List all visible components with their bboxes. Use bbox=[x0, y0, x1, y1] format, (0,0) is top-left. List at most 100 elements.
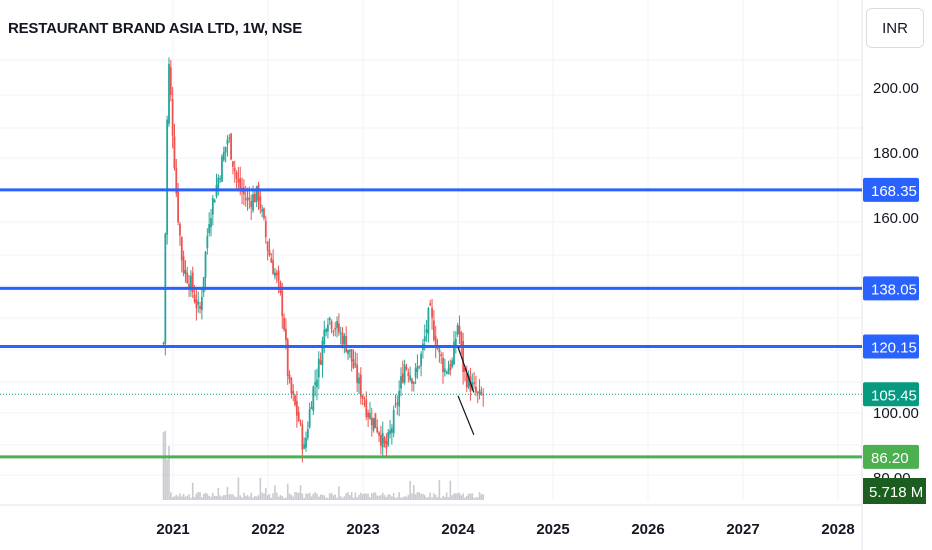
candle-body bbox=[312, 386, 315, 411]
candle-body bbox=[392, 409, 395, 434]
candle-body bbox=[301, 424, 304, 450]
candle-body bbox=[259, 196, 262, 209]
volume-bar bbox=[409, 480, 411, 500]
candle-body bbox=[286, 339, 289, 376]
candle-body bbox=[363, 403, 366, 405]
volume-bar bbox=[431, 497, 433, 500]
candle-body bbox=[330, 321, 333, 330]
candle-body bbox=[248, 198, 251, 200]
candle-body bbox=[341, 332, 344, 346]
volume-bar bbox=[407, 494, 410, 500]
candle-body bbox=[171, 99, 174, 136]
candle-body bbox=[224, 146, 227, 153]
volume-bar bbox=[389, 494, 391, 500]
candle-body bbox=[294, 395, 296, 405]
volume-bar bbox=[299, 485, 302, 500]
volume-bar bbox=[286, 483, 289, 500]
candle-body bbox=[462, 341, 465, 373]
volume-bar bbox=[341, 497, 344, 500]
candle-body bbox=[411, 378, 413, 384]
candle-body bbox=[237, 178, 240, 183]
volume-bar bbox=[396, 497, 399, 500]
volume-bar bbox=[296, 492, 298, 500]
candle-body bbox=[253, 194, 256, 203]
candle-body bbox=[412, 381, 415, 384]
x-tick-label: 2025 bbox=[536, 521, 569, 538]
volume-bar bbox=[213, 495, 216, 500]
volume-bar bbox=[180, 496, 183, 500]
volume-bar bbox=[274, 485, 276, 500]
candle-body bbox=[352, 359, 355, 368]
volume-bar bbox=[321, 494, 324, 500]
candle-body bbox=[390, 428, 393, 433]
candle-body bbox=[385, 440, 388, 449]
volume-bar bbox=[374, 492, 377, 500]
candle-body bbox=[288, 374, 291, 380]
volume-bar bbox=[425, 497, 428, 500]
candle-body bbox=[319, 360, 322, 365]
volume-bar bbox=[464, 497, 466, 500]
candle-body bbox=[381, 433, 384, 448]
volume-bar bbox=[208, 495, 210, 500]
level-price-badge: 168.35 bbox=[871, 183, 917, 200]
candle-body bbox=[478, 389, 481, 394]
candle-body bbox=[425, 329, 428, 333]
candle-body bbox=[197, 301, 200, 305]
volume-bar bbox=[312, 493, 315, 500]
volume-badge-bg bbox=[863, 478, 926, 504]
candle-body bbox=[314, 382, 317, 385]
volume-bar bbox=[283, 497, 285, 500]
candle-body bbox=[228, 137, 231, 139]
candle-body bbox=[325, 329, 327, 332]
candle-body bbox=[361, 395, 364, 400]
candle-body bbox=[427, 308, 430, 335]
currency-button[interactable]: INR bbox=[866, 8, 924, 48]
candle-body bbox=[222, 151, 225, 161]
volume-bar bbox=[338, 486, 340, 500]
candle-body bbox=[180, 237, 183, 261]
volume-bar bbox=[317, 496, 320, 500]
candle-body bbox=[348, 349, 351, 352]
x-tick-label: 2024 bbox=[441, 521, 475, 538]
candle-body bbox=[405, 367, 408, 369]
volume-bar bbox=[352, 497, 355, 500]
level-price-badge-bg bbox=[863, 276, 919, 301]
candle-body bbox=[219, 178, 222, 180]
volume-bar bbox=[385, 496, 388, 500]
volume-bar bbox=[237, 477, 240, 500]
volume-bar bbox=[248, 496, 251, 500]
volume-bar bbox=[354, 492, 357, 500]
volume-bar bbox=[402, 497, 404, 500]
volume-bar bbox=[480, 494, 483, 500]
candle-body bbox=[283, 317, 285, 330]
volume-bar bbox=[261, 492, 263, 500]
volume-bar bbox=[275, 492, 278, 500]
volume-bar bbox=[204, 492, 207, 500]
candle-body bbox=[182, 256, 185, 274]
volume-bar bbox=[228, 494, 231, 500]
x-tick-label: 2021 bbox=[156, 521, 189, 538]
volume-bar bbox=[414, 494, 417, 500]
candle-body bbox=[303, 444, 306, 449]
candle-body bbox=[317, 358, 320, 378]
volume-bar bbox=[246, 495, 249, 500]
candle-body bbox=[323, 329, 326, 345]
candle-body bbox=[440, 354, 443, 356]
volume-bar bbox=[285, 497, 287, 500]
candle-body bbox=[297, 412, 300, 422]
candle-body bbox=[285, 328, 287, 341]
candle-body bbox=[336, 321, 338, 328]
level-price-badge: 120.15 bbox=[871, 340, 917, 357]
candle-body bbox=[354, 363, 357, 365]
volume-bar bbox=[308, 492, 311, 500]
volume-bar bbox=[471, 493, 474, 500]
candle-body bbox=[418, 366, 421, 368]
volume-bar bbox=[215, 496, 218, 500]
candle-body bbox=[358, 377, 360, 384]
volume-bar bbox=[294, 492, 296, 500]
volume-bar bbox=[226, 486, 229, 500]
candle-body bbox=[206, 235, 209, 249]
candle-body bbox=[266, 241, 269, 251]
volume-bar bbox=[164, 430, 167, 500]
